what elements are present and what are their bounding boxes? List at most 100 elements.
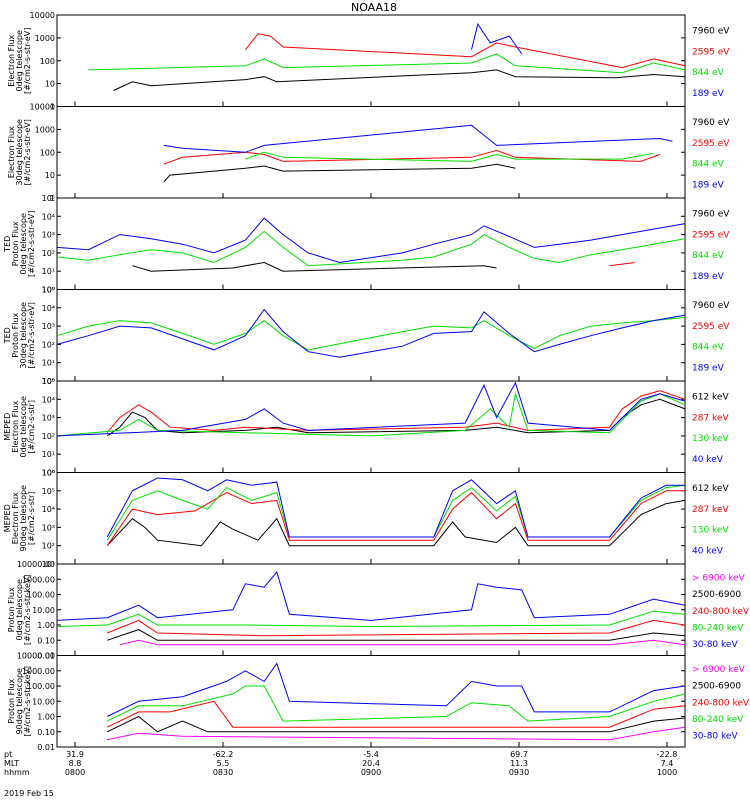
panel-ted-electron-30deg: 1 10 100 1000 10000 Electron Flux 30deg telesc…	[7, 103, 730, 204]
legend-entry: 287 keV	[692, 505, 729, 515]
legend-entry: 2500-6900	[692, 590, 741, 600]
series-line	[163, 163, 516, 183]
y-tick-label: 10	[45, 80, 55, 89]
panel-meped-electron-90deg: 10¹ 10² 10³ 10⁴ 10⁵ 10⁶ MEPED Electron Flux 90de…	[3, 469, 729, 570]
bottom-axis: 31.98.80800-62.25.50830-5.420.4090069.71…	[4, 101, 677, 777]
legend-entry: 30-80 keV	[692, 640, 738, 650]
y-axis-label: Proton Flux	[7, 679, 16, 724]
series-line	[106, 715, 686, 733]
y-tick-label: 1.00	[37, 621, 55, 630]
y-tick-label: 10⁰	[42, 377, 55, 386]
panel-ted-proton-0deg: 10⁰ 10¹ 10² 10³ 10⁴ 10⁵ TED Proton Flux 0deg tel…	[3, 194, 730, 295]
panel-frame	[56, 106, 686, 199]
panel-meped-electron-0deg: 10⁰ 10¹ 10² 10³ 10⁴ 10⁵ MEPED Electron Flux 0deg…	[3, 377, 729, 478]
legend-entry: 7960 eV	[692, 118, 730, 128]
y-axis-label: 0deg telescope	[15, 30, 24, 91]
legend-entry: 189 eV	[692, 89, 725, 99]
y-tick-label: 0.10	[37, 636, 55, 645]
x-tick-hhmm: 0930	[509, 768, 529, 777]
y-axis-label: Proton Flux	[11, 313, 20, 358]
legend-entry: 40 keV	[692, 547, 724, 557]
y-axis-label: 0deg telescope	[19, 396, 28, 457]
series-line	[56, 217, 686, 264]
series-line	[106, 685, 686, 722]
series-line	[106, 398, 686, 437]
legend-entry: 80-240 keV	[692, 715, 744, 725]
y-axis-label: MEPED	[3, 413, 12, 441]
y-tick-label: 10²	[42, 432, 55, 441]
series-line	[245, 151, 654, 162]
y-axis-label: Electron Flux	[7, 34, 16, 86]
legend-entry: 40 keV	[692, 455, 724, 465]
y-axis-label: Electron Flux	[11, 400, 20, 452]
series-line	[107, 619, 686, 637]
panel-ted-proton-30deg: 10⁰ 10¹ 10² 10³ 10⁴ 10⁵ TED Proton Flux 30deg te…	[3, 286, 730, 387]
series-line	[106, 477, 685, 538]
y-tick-label: 1	[50, 194, 55, 203]
x-tick-hhmm: 0900	[361, 768, 381, 777]
y-tick-label: 10.00	[32, 697, 55, 706]
series-line	[471, 22, 523, 55]
y-tick-label: 10²	[42, 542, 55, 551]
series-line	[163, 124, 673, 153]
y-axis-label: [#/cm2-s-str-eV]	[27, 211, 36, 277]
y-tick-label: 1.00	[37, 713, 55, 722]
series-line	[245, 33, 686, 69]
legend-entry: 7960 eV	[692, 209, 730, 219]
series-line	[163, 149, 661, 165]
legend-entry: 30-80 keV	[692, 732, 738, 742]
y-tick-label: 10000.00	[17, 560, 55, 569]
series-line	[56, 391, 686, 437]
y-axis-label: [#/cm2-s-str-keV]	[23, 574, 32, 645]
y-tick-label: 10³	[42, 231, 55, 240]
y-tick-label: 0.01	[37, 743, 55, 752]
y-tick-label: 10⁵	[42, 194, 55, 203]
y-tick-label: 100	[40, 148, 55, 157]
legend-entry: 844 eV	[692, 68, 725, 78]
series-line	[609, 262, 635, 267]
legend-entry: 240-800 keV	[692, 698, 750, 708]
series-line	[106, 490, 685, 546]
x-tick-mlt: 5.5	[217, 759, 230, 768]
legend-entry: 844 eV	[692, 251, 725, 261]
legend-entry: 612 keV	[692, 484, 729, 494]
y-axis-label: [#/cm2-s-str-eV]	[23, 28, 32, 94]
date-label: 2019 Feb 15	[4, 789, 54, 798]
y-tick-label: 10⁴	[42, 505, 55, 514]
y-axis-label: MEPED	[3, 504, 12, 532]
panel-frame	[56, 197, 686, 290]
series-line	[113, 69, 686, 91]
y-tick-label: 0.01	[37, 652, 55, 661]
legend-entry: 80-240 keV	[692, 623, 744, 633]
series-line	[56, 570, 686, 621]
y-tick-label: 1000.00	[22, 667, 55, 676]
series-line	[56, 610, 686, 628]
y-axis-label: TED	[3, 327, 12, 344]
legend-entry: 240-800 keV	[692, 607, 750, 617]
y-tick-label: 10⁵	[42, 487, 55, 496]
y-axis-label: Proton Flux	[7, 587, 16, 632]
x-tick-mlt: 11.3	[510, 759, 528, 768]
x-tick-hhmm: 1000	[657, 768, 677, 777]
panel-ted-electron-0deg: 1 10 100 1000 10000 Electron Flux 0deg telesco…	[7, 11, 730, 112]
y-tick-label: 10²	[42, 249, 55, 258]
y-tick-label: 100	[40, 57, 55, 66]
y-tick-label: 10⁰	[42, 469, 55, 478]
legend-entry: 2595 eV	[692, 322, 730, 332]
legend-entry: 7960 eV	[692, 301, 730, 311]
legend-entry: 844 eV	[692, 160, 725, 170]
legend-entry: 2595 eV	[692, 47, 730, 57]
x-tick-mlt: 20.4	[362, 759, 380, 768]
series-line	[107, 726, 686, 741]
legend-entry: 2595 eV	[692, 139, 730, 149]
panel-frame	[56, 472, 686, 565]
y-tick-label: 1000	[35, 34, 55, 43]
y-tick-label: 10¹	[42, 267, 55, 276]
y-tick-label: 10000	[30, 11, 55, 20]
y-tick-label: 10⁵	[42, 377, 55, 386]
legend-entry: 844 eV	[692, 343, 725, 353]
series-line	[107, 629, 686, 641]
y-axis-label: [#/cm2-s-str]	[27, 492, 36, 545]
series-line	[106, 484, 686, 541]
